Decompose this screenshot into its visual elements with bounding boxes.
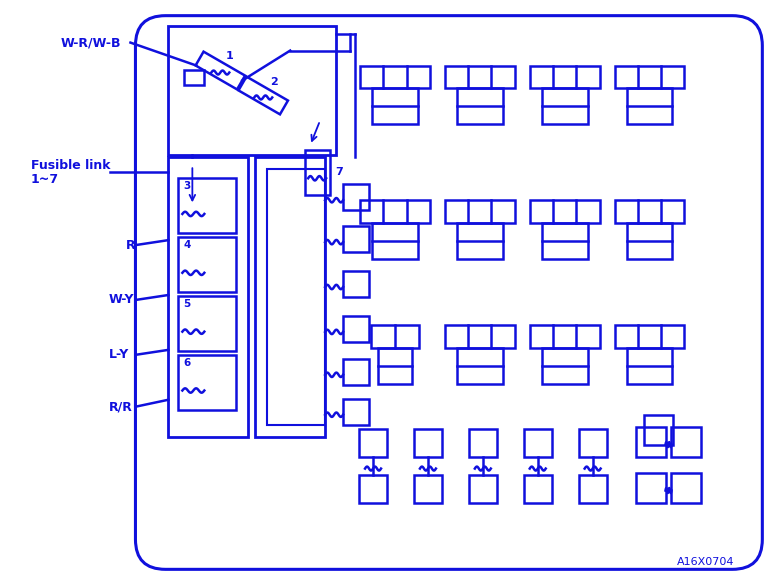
- Text: 3: 3: [184, 181, 191, 191]
- Bar: [671, 473, 702, 503]
- Bar: [267, 169, 325, 425]
- Bar: [414, 474, 442, 503]
- Text: 1: 1: [226, 50, 233, 61]
- Text: Fusible link: Fusible link: [30, 159, 110, 172]
- Bar: [636, 426, 665, 457]
- Bar: [457, 348, 503, 384]
- Text: 4: 4: [184, 240, 191, 250]
- Bar: [178, 237, 237, 292]
- Text: W-R/W-B: W-R/W-B: [61, 36, 121, 49]
- Text: R: R: [125, 239, 135, 252]
- Bar: [626, 88, 672, 125]
- Bar: [372, 223, 418, 259]
- Bar: [615, 66, 685, 88]
- Bar: [626, 223, 672, 259]
- Bar: [178, 355, 237, 409]
- Bar: [469, 429, 497, 457]
- Bar: [615, 325, 685, 348]
- Text: A16X0704: A16X0704: [677, 558, 734, 567]
- Bar: [168, 157, 248, 436]
- Bar: [343, 399, 369, 425]
- Bar: [626, 348, 672, 384]
- Bar: [445, 200, 515, 223]
- Bar: [414, 429, 442, 457]
- Bar: [371, 325, 419, 348]
- Text: 1~7: 1~7: [30, 173, 59, 186]
- Bar: [530, 325, 600, 348]
- Bar: [184, 70, 205, 85]
- Bar: [445, 66, 515, 88]
- Bar: [469, 474, 497, 503]
- Text: W-Y: W-Y: [108, 294, 134, 307]
- Bar: [636, 473, 665, 503]
- Bar: [343, 271, 369, 297]
- Bar: [541, 223, 587, 259]
- Bar: [255, 157, 325, 436]
- Bar: [360, 66, 430, 88]
- Bar: [530, 66, 600, 88]
- Bar: [671, 426, 702, 457]
- Bar: [305, 150, 330, 195]
- Bar: [579, 474, 607, 503]
- Bar: [372, 88, 418, 125]
- Bar: [360, 200, 430, 223]
- Text: 2: 2: [270, 77, 278, 87]
- Bar: [524, 429, 552, 457]
- Bar: [359, 474, 387, 503]
- Bar: [530, 200, 600, 223]
- Bar: [178, 178, 237, 233]
- Text: L-Y: L-Y: [108, 348, 128, 362]
- Bar: [445, 325, 515, 348]
- Bar: [541, 88, 587, 125]
- Text: R/R: R/R: [108, 400, 132, 413]
- Bar: [615, 200, 685, 223]
- Bar: [168, 26, 336, 156]
- Bar: [457, 223, 503, 259]
- Text: 6: 6: [184, 358, 191, 368]
- Text: 5: 5: [184, 299, 191, 309]
- Bar: [524, 474, 552, 503]
- Bar: [643, 415, 674, 445]
- Bar: [541, 348, 587, 384]
- Bar: [378, 348, 412, 384]
- Bar: [359, 429, 387, 457]
- Bar: [343, 184, 369, 210]
- Text: 7: 7: [335, 167, 343, 177]
- Bar: [343, 359, 369, 385]
- Bar: [457, 88, 503, 125]
- Bar: [343, 316, 369, 342]
- Bar: [178, 296, 237, 351]
- Bar: [579, 429, 607, 457]
- Bar: [343, 226, 369, 252]
